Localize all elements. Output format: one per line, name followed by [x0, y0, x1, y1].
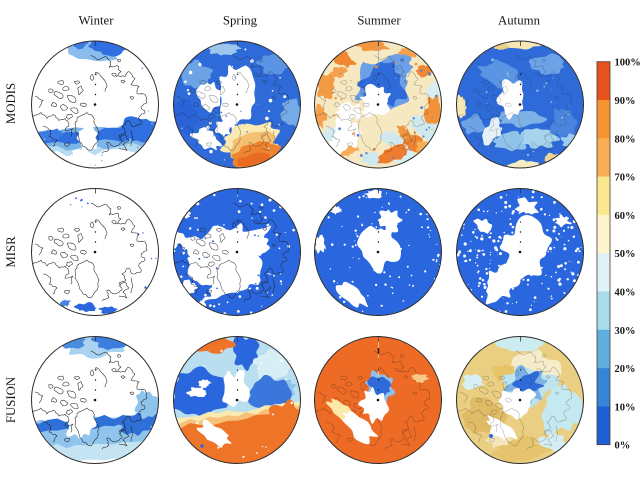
svg-text:Summer: Summer — [357, 13, 401, 27]
svg-text:Autumn: Autumn — [498, 13, 541, 27]
svg-text:20%: 20% — [615, 364, 636, 375]
svg-text:60%: 60% — [615, 211, 636, 222]
svg-text:40%: 40% — [615, 288, 636, 299]
svg-text:100%: 100% — [615, 58, 640, 69]
svg-text:30%: 30% — [615, 326, 636, 337]
svg-text:Winter: Winter — [78, 13, 114, 27]
svg-text:MISR: MISR — [4, 236, 18, 268]
svg-text:80%: 80% — [615, 134, 636, 145]
svg-text:MODIS: MODIS — [4, 83, 18, 124]
svg-text:90%: 90% — [615, 96, 636, 107]
svg-text:50%: 50% — [615, 249, 636, 260]
svg-text:FUSION: FUSION — [4, 377, 18, 423]
svg-text:70%: 70% — [615, 173, 636, 184]
svg-text:10%: 10% — [615, 402, 636, 413]
svg-text:0%: 0% — [615, 441, 631, 452]
svg-text:Spring: Spring — [223, 13, 258, 27]
